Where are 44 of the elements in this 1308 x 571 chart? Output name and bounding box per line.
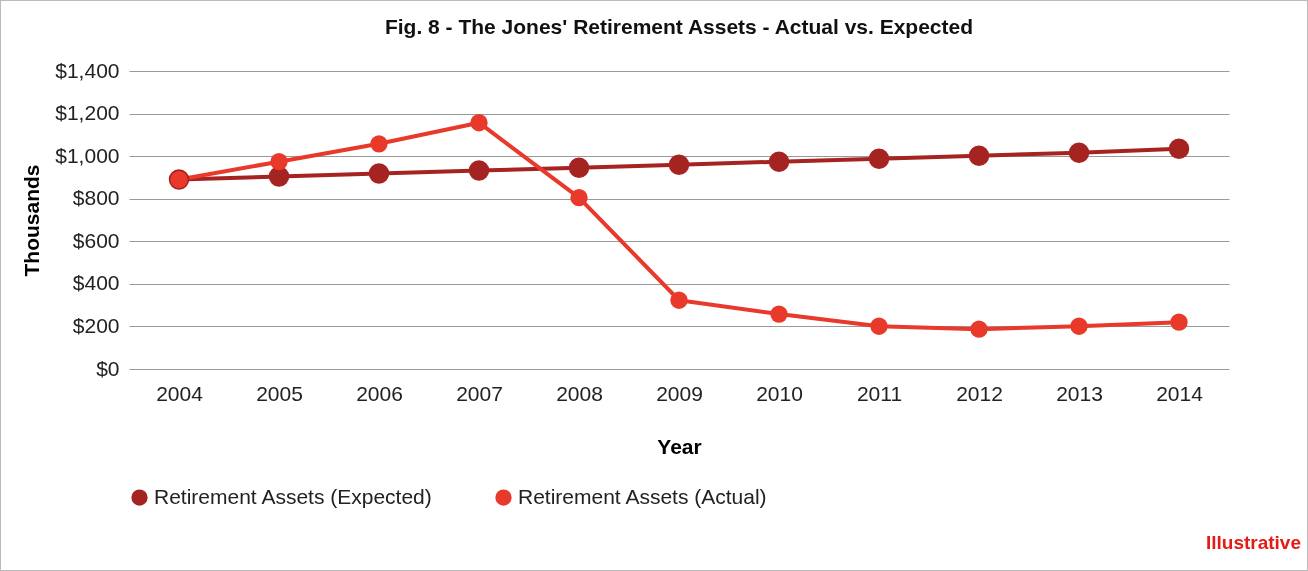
x-tick-label: 2013 — [1056, 381, 1103, 405]
point — [468, 160, 490, 181]
x-tick-label: 2009 — [656, 381, 703, 405]
x-tick-label: 2004 — [156, 381, 204, 405]
x-tick-label: 2014 — [1156, 381, 1204, 405]
x-tick-label: 2006 — [356, 381, 403, 405]
x-tick-label: 2012 — [956, 381, 1003, 405]
y-tick-label: $400 — [72, 271, 120, 295]
point — [1170, 313, 1188, 331]
y-tick-label: $600 — [72, 228, 120, 252]
x-tick-label: 2005 — [256, 381, 303, 405]
point — [770, 305, 788, 323]
point — [668, 154, 690, 175]
point — [970, 320, 988, 338]
point — [568, 157, 590, 178]
point — [570, 189, 588, 207]
x-tick-label: 2010 — [756, 381, 803, 405]
point — [870, 317, 888, 335]
y-axis-title: Thousands — [20, 164, 44, 277]
y-tick-label: $1,400 — [55, 58, 120, 82]
x-tick-label: 2011 — [856, 381, 903, 405]
x-tick-label: 2008 — [556, 381, 603, 405]
point — [968, 145, 990, 166]
point — [470, 114, 488, 132]
point — [670, 291, 688, 309]
legend-label: Retirement Assets (Expected) — [154, 484, 432, 508]
point — [370, 135, 388, 153]
y-tick-label: $0 — [96, 356, 120, 380]
x-axis-title: Year — [657, 434, 702, 458]
point — [270, 153, 288, 171]
point — [1168, 138, 1190, 159]
point — [1068, 142, 1090, 163]
legend-label: Retirement Assets (Actual) — [518, 484, 767, 508]
y-tick-label: $1,200 — [55, 101, 120, 125]
y-tick-label: $200 — [72, 313, 120, 337]
y-tick-label: $1,000 — [55, 143, 120, 167]
chart-title: Fig. 8 - The Jones' Retirement Assets - Actual vs. Expected — [384, 15, 974, 38]
text: Illustrative — [1205, 532, 1301, 554]
point — [868, 148, 890, 169]
point — [768, 151, 790, 172]
y-tick-label: $800 — [72, 186, 120, 210]
x-tick-label: 2007 — [456, 381, 503, 405]
point — [1070, 317, 1088, 335]
point — [368, 163, 390, 184]
